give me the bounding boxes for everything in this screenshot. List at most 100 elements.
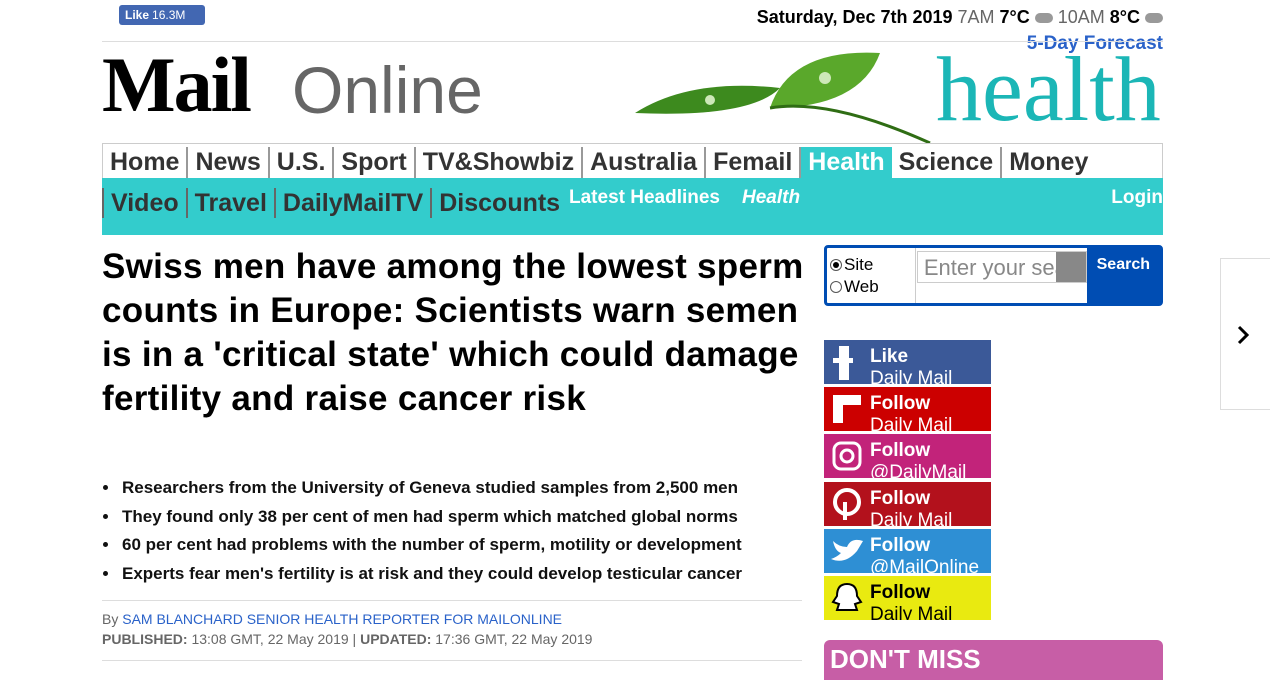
search-option[interactable]: Web xyxy=(830,276,915,298)
social-action: Follow xyxy=(870,487,931,509)
social-button[interactable]: Follow @MailOnline xyxy=(824,528,991,573)
forecast-link[interactable]: 5-Day Forecast xyxy=(1026,33,1163,54)
search-option[interactable]: Site xyxy=(830,254,915,276)
nav-item[interactable]: Video xyxy=(102,188,186,218)
date-weather: Saturday, Dec 7th 2019 7AM 7°C 10AM 8°C xyxy=(757,7,1163,28)
social-target: Daily Mail xyxy=(870,509,953,526)
radio xyxy=(830,281,842,293)
icon xyxy=(833,346,853,380)
dont-miss-header: DON'T MISS xyxy=(824,640,1163,680)
social-icon xyxy=(824,576,870,620)
social-target: @MailOnline xyxy=(870,556,980,573)
latest-section-link[interactable]: Health xyxy=(742,187,801,208)
social-text: Follow Daily Mail xyxy=(870,387,952,431)
latest-headlines-link[interactable]: Latest Headlines xyxy=(569,187,720,208)
nav-item[interactable]: Discounts xyxy=(430,188,567,218)
option-label: Web xyxy=(844,277,879,296)
search-icon xyxy=(1055,252,1086,282)
secondary-nav: Video Travel DailyMailTV Discounts xyxy=(102,178,1163,235)
byline-prefix: By xyxy=(102,611,119,627)
nav-item[interactable]: Money xyxy=(1009,148,1089,176)
logo-online[interactable]: Online xyxy=(292,53,483,127)
icon xyxy=(831,582,863,611)
social-text: Like Daily Mail xyxy=(870,340,952,384)
social-text: Follow Daily Mail xyxy=(870,482,952,526)
weather-temp: 7°C xyxy=(999,7,1030,27)
date: Saturday, Dec 7th 2019 xyxy=(756,7,953,27)
icon xyxy=(831,539,863,561)
weather-icon xyxy=(1145,12,1163,23)
timestamps: PUBLISHED: 13:08 GMT, 22 May 2019 | UPDA… xyxy=(102,631,592,647)
social-button[interactable]: Follow Daily Mail xyxy=(824,387,991,432)
social-action: Follow xyxy=(870,582,931,603)
nav-item[interactable]: U.S. xyxy=(270,147,335,178)
icon xyxy=(833,487,861,520)
bullet: 60 per cent had problems with the number… xyxy=(120,531,742,560)
author-link[interactable]: SAM BLANCHARD SENIOR HEALTH REPORTER FOR… xyxy=(122,611,563,627)
social-icon xyxy=(824,434,870,478)
option-label: Site xyxy=(844,255,874,274)
weather-temp: 8°C xyxy=(1109,7,1140,27)
search-button[interactable]: Search xyxy=(1086,248,1160,303)
login-link[interactable]: Login xyxy=(1111,187,1163,208)
social-text: Follow Daily Mail xyxy=(870,576,952,620)
radio xyxy=(830,259,842,271)
weather-time: 7AM xyxy=(957,7,995,27)
social-icon xyxy=(824,387,870,431)
social-text: Follow @DailyMail xyxy=(870,434,966,478)
social-button[interactable]: Follow Daily Mail xyxy=(824,481,991,526)
primary-nav: Home News U.S. Sport TV&Showbiz Australia Fema… xyxy=(102,143,1163,178)
bullet: Experts fear men's fertility is at risk … xyxy=(120,560,742,589)
social-target: Daily Mail xyxy=(870,604,953,620)
nav-item[interactable]: Femail xyxy=(706,147,802,178)
social-target: Daily Mail xyxy=(870,368,953,384)
bullet: Researchers from the University of Genev… xyxy=(120,474,742,503)
updated-label: UPDATED: xyxy=(360,631,432,647)
weather-icon xyxy=(1034,12,1053,23)
divider xyxy=(102,41,1163,42)
facebook-like-button[interactable]: Like 16.3M xyxy=(119,5,205,25)
nav-item[interactable]: News xyxy=(188,147,270,178)
updated-time: 17:36 GMT, 22 May 2019 xyxy=(435,631,593,647)
search-input[interactable]: Enter your search xyxy=(916,251,1087,283)
divider xyxy=(102,600,802,601)
search-options: Site Web xyxy=(827,248,916,303)
nav-item[interactable]: DailyMailTV xyxy=(273,188,430,218)
bullet: They found only 38 per cent of men had s… xyxy=(120,503,742,532)
byline: By SAM BLANCHARD SENIOR HEALTH REPORTER … xyxy=(102,611,562,627)
separator: | xyxy=(352,631,357,647)
nav-item[interactable]: TV&Showbiz xyxy=(416,147,584,178)
nav-item[interactable]: Australia xyxy=(583,147,707,178)
social-text: Follow @MailOnline xyxy=(870,529,979,573)
next-arrow[interactable] xyxy=(1220,258,1270,410)
search-box: Site Web Enter your search Search xyxy=(824,245,1163,306)
like-label: Like xyxy=(125,8,150,22)
social-action: Like xyxy=(870,346,909,367)
social-action: Follow xyxy=(870,534,931,556)
section-logo: health xyxy=(936,38,1161,140)
divider xyxy=(102,660,802,661)
social-target: @DailyMail xyxy=(870,462,967,479)
nav-item[interactable]: Travel xyxy=(185,188,274,218)
nav-item[interactable]: Sport xyxy=(334,147,416,178)
social-icon xyxy=(824,482,870,526)
social-icon xyxy=(824,340,870,384)
nav-item[interactable]: Home xyxy=(103,147,189,178)
social-button[interactable]: Like Daily Mail xyxy=(824,340,991,384)
social-action: Follow xyxy=(870,440,931,462)
nav-item[interactable]: Science xyxy=(892,147,1003,178)
social-button[interactable]: Follow @DailyMail xyxy=(824,434,991,479)
leaf-graphic xyxy=(635,52,931,143)
nav-item[interactable]: Health xyxy=(801,147,892,178)
icon xyxy=(832,441,862,471)
social-button[interactable]: Follow Daily Mail xyxy=(824,576,991,620)
published-label: PUBLISHED: xyxy=(102,631,188,647)
logo-mail[interactable]: Mail xyxy=(102,41,252,128)
icon xyxy=(833,395,861,424)
published-time: 13:08 GMT, 22 May 2019 xyxy=(191,631,349,647)
social-icon xyxy=(824,529,870,573)
like-count: 16.3M xyxy=(152,8,186,22)
social-target: Daily Mail xyxy=(870,415,953,432)
weather-time: 10AM xyxy=(1057,7,1105,27)
